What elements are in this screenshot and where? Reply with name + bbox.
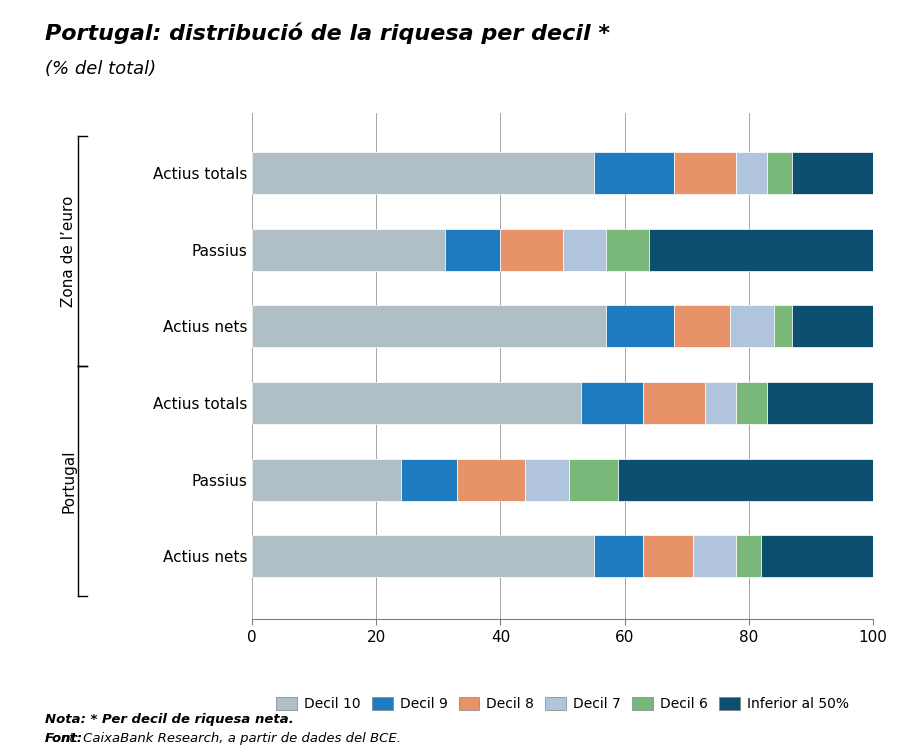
Bar: [792, 305, 873, 347]
Bar: [736, 382, 768, 424]
Bar: [618, 458, 873, 501]
Bar: [500, 229, 562, 271]
Text: Nota: * Per decil de riquesa neta.: Nota: * Per decil de riquesa neta.: [45, 713, 293, 726]
Text: Portugal: distribució de la riquesa per decil *: Portugal: distribució de la riquesa per …: [45, 23, 610, 44]
Bar: [736, 152, 768, 194]
Bar: [644, 535, 693, 578]
Bar: [650, 229, 873, 271]
Bar: [693, 535, 736, 578]
Bar: [768, 382, 873, 424]
Bar: [774, 305, 792, 347]
Bar: [562, 229, 606, 271]
Bar: [457, 458, 526, 501]
Text: Font: CaixaBank Research, a partir de dades del BCE.: Font: CaixaBank Research, a partir de da…: [45, 732, 401, 745]
Bar: [581, 382, 643, 424]
Bar: [606, 305, 674, 347]
Bar: [730, 305, 774, 347]
Bar: [445, 229, 500, 271]
Bar: [594, 535, 644, 578]
Bar: [252, 152, 594, 194]
Bar: [569, 458, 618, 501]
Bar: [252, 305, 606, 347]
Bar: [706, 382, 736, 424]
Legend: Decil 10, Decil 9, Decil 8, Decil 7, Decil 6, Inferior al 50%: Decil 10, Decil 9, Decil 8, Decil 7, Dec…: [271, 692, 854, 717]
Text: (% del total): (% del total): [45, 60, 156, 79]
Bar: [792, 152, 873, 194]
Bar: [252, 458, 401, 501]
Bar: [768, 152, 792, 194]
Bar: [594, 152, 674, 194]
Text: Zona de l’euro: Zona de l’euro: [61, 196, 76, 307]
Bar: [252, 229, 445, 271]
Bar: [401, 458, 457, 501]
Bar: [606, 229, 650, 271]
Bar: [674, 305, 730, 347]
Bar: [736, 535, 761, 578]
Bar: [761, 535, 873, 578]
Bar: [252, 382, 581, 424]
Bar: [526, 458, 569, 501]
Text: Portugal: Portugal: [61, 449, 76, 513]
Bar: [644, 382, 706, 424]
Bar: [252, 535, 594, 578]
Bar: [674, 152, 736, 194]
Text: Font:: Font:: [45, 732, 83, 745]
